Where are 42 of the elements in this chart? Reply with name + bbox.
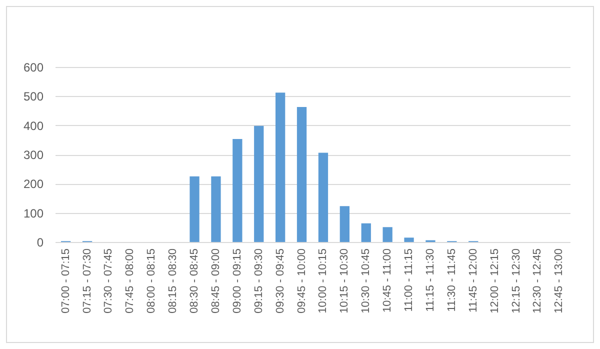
- x-tick-label: 10:30 - 10:45: [360, 248, 372, 314]
- bar: [296, 106, 307, 242]
- x-tick-label: 08:30 - 08:45: [188, 248, 201, 314]
- x-tick-label: 12:15 - 12:30: [510, 248, 522, 314]
- x-tick-label: 09:00 - 09:15: [231, 248, 244, 314]
- x-tick-label: 08:00 - 08:15: [146, 248, 158, 314]
- x-tick-label: 10:00 - 10:15: [317, 248, 330, 314]
- y-tick-label: 0: [36, 236, 44, 250]
- x-tick-label: 09:45 - 10:00: [296, 248, 308, 314]
- bar: [190, 176, 200, 242]
- x-tick-label: 09:15 - 09:30: [252, 248, 265, 314]
- bar: [361, 223, 371, 242]
- y-tick-label: 500: [23, 90, 44, 104]
- x-tick-label: 10:45 - 11:00: [382, 248, 394, 313]
- x-tick-label: 07:15 - 07:30: [81, 248, 94, 314]
- y-tick-label: 200: [23, 177, 44, 192]
- x-tick-label: 08:15 - 08:30: [167, 248, 180, 314]
- x-tick-label: 08:45 - 09:00: [210, 248, 222, 314]
- bar: [276, 92, 286, 242]
- x-tick-label: 07:45 - 08:00: [124, 248, 136, 314]
- x-tick-label: 12:00 - 12:15: [488, 248, 501, 314]
- x-tick-label: 11:00 - 11:15: [403, 248, 416, 312]
- x-tick-label: 07:00 - 07:15: [60, 248, 72, 314]
- bar: [404, 238, 414, 242]
- x-tick-label: 11:30 - 11:45: [446, 248, 458, 312]
- x-tick-label: 12:30 - 12:45: [532, 248, 544, 314]
- bar: [382, 227, 392, 242]
- y-tick-label: 300: [23, 148, 44, 162]
- x-tick-label: 07:30 - 07:45: [102, 248, 115, 314]
- bar: [254, 126, 264, 242]
- bar: [232, 139, 242, 242]
- y-tick-label: 100: [23, 206, 44, 220]
- y-tick-label: 400: [23, 118, 44, 133]
- bar: [318, 152, 328, 242]
- x-tick-label: 12:45 - 13:00: [553, 248, 566, 314]
- x-tick-label: 10:15 - 10:30: [338, 248, 351, 314]
- y-tick-label: 600: [23, 60, 44, 74]
- x-tick-label: 11:45 - 12:00: [467, 248, 480, 313]
- x-tick-label: 11:15 - 11:30: [424, 248, 436, 312]
- x-tick-label: 09:30 - 09:45: [274, 248, 286, 314]
- bar: [340, 206, 350, 242]
- bar: [211, 176, 221, 242]
